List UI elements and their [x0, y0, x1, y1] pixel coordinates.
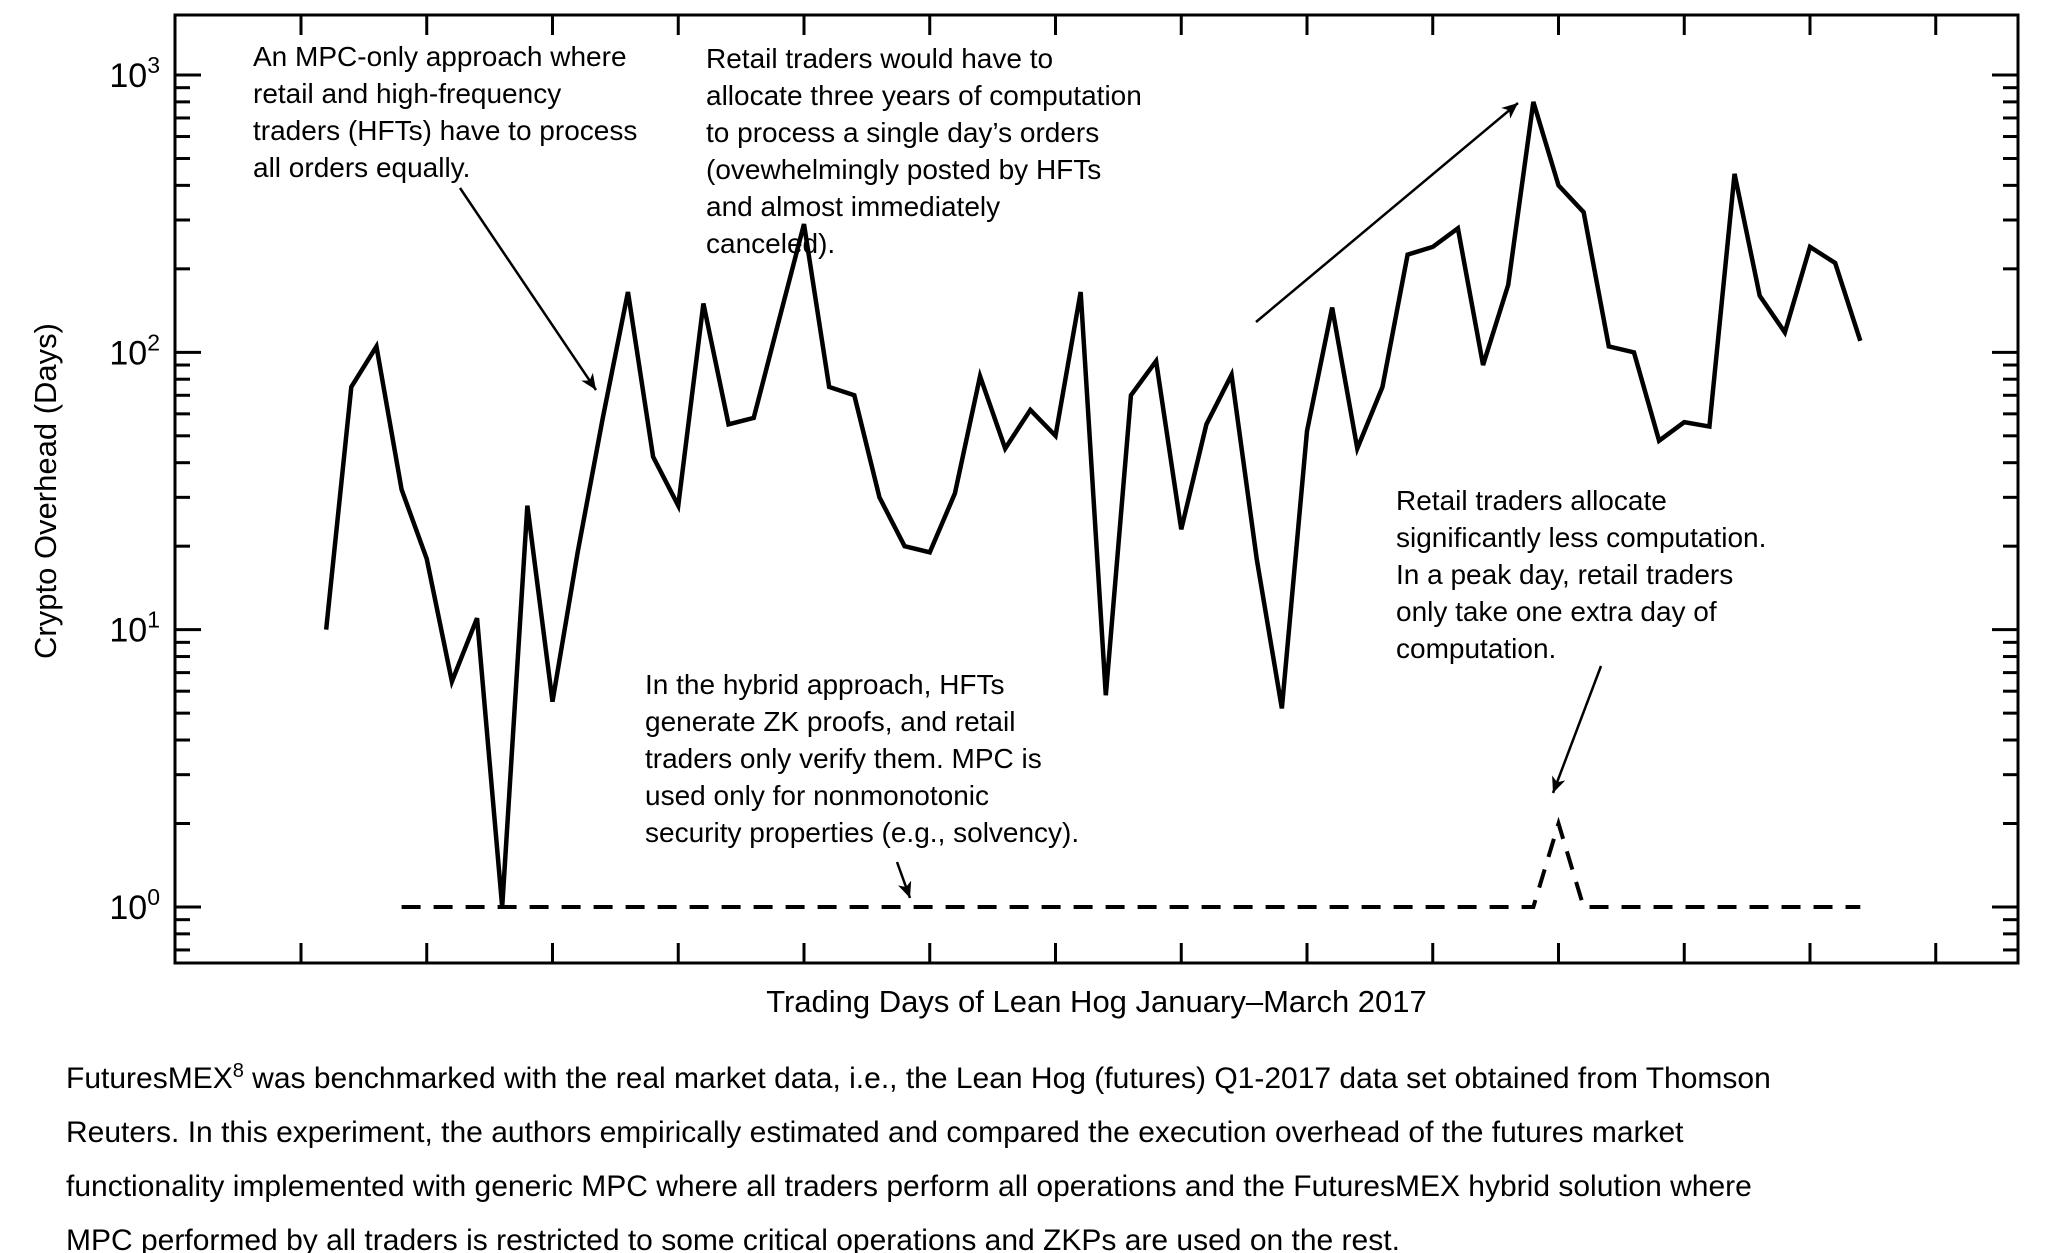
- peak-day-callout-arrow: [1255, 102, 1519, 323]
- mpc-only-callout-arrow: [458, 187, 598, 391]
- mpc-only-series-line: [323, 101, 1863, 908]
- caption-footnote-marker: 8: [232, 1060, 244, 1082]
- hybrid-callout-arrow: [895, 861, 912, 899]
- annotation-hybrid: In the hybrid approach, HFTs generate ZK…: [645, 669, 1080, 848]
- annotation-peak-day: Retail traders would have to allocate th…: [706, 43, 1142, 259]
- axis-ticks: [175, 15, 2018, 963]
- y-tick-label-10e3: 103: [109, 52, 160, 95]
- annotation-retail-less: Retail traders allocate significantly le…: [1396, 485, 1767, 664]
- y-tick-label-10e2: 102: [109, 329, 160, 372]
- caption-futuresmex-name: FuturesMEX: [66, 1062, 233, 1095]
- y-axis-label: Crypto Overhead (Days): [28, 323, 63, 659]
- y-tick-label-10e1: 101: [109, 607, 160, 650]
- y-tick-labels: 100 101 102 103: [109, 52, 160, 927]
- crypto-overhead-chart: 100 101 102 103: [109, 13, 2020, 965]
- y-tick-label-10e0: 100: [109, 884, 160, 927]
- x-axis-label: Trading Days of Lean Hog January–March 2…: [766, 984, 1427, 1019]
- caption-body: was benchmarked with the real market dat…: [66, 1062, 1771, 1253]
- retail-less-callout-arrow: [1551, 665, 1603, 794]
- plot-border: [173, 13, 2020, 965]
- annotation-mpc-only: An MPC-only approach where retail and hi…: [253, 41, 638, 183]
- figure-caption: FuturesMEX8 was benchmarked with the rea…: [66, 1052, 2016, 1253]
